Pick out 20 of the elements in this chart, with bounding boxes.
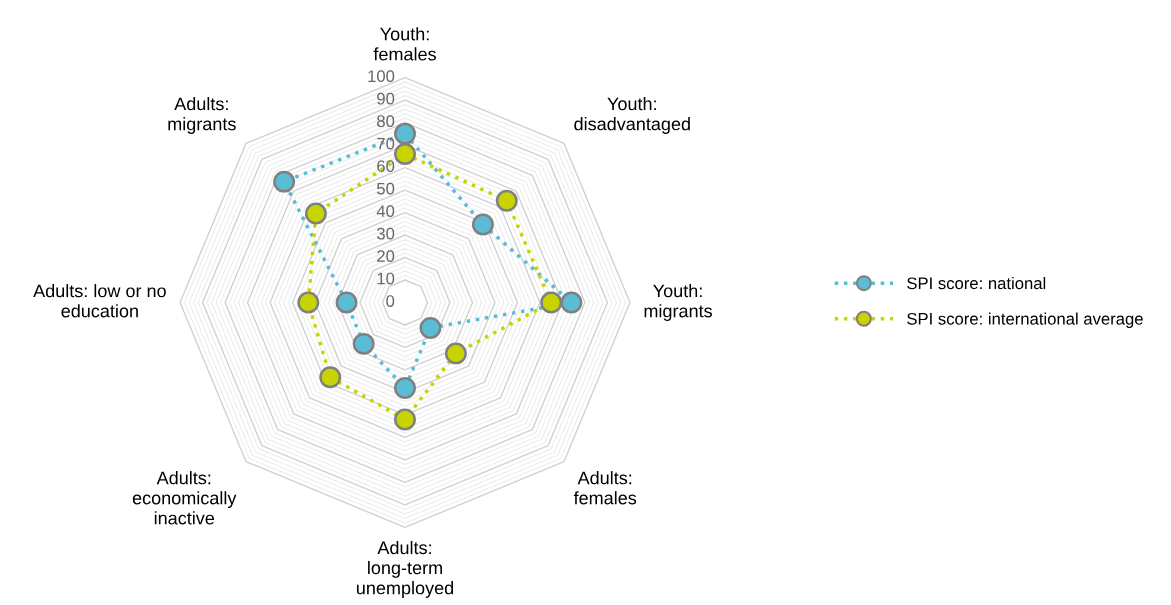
- y-tick-label: 0: [386, 295, 395, 307]
- y-tick-label: 40: [376, 205, 395, 218]
- y-tick-label: 70: [377, 137, 395, 150]
- legend-label: SPI score: international average: [907, 312, 1143, 329]
- y-tick-label: 100: [368, 70, 395, 83]
- spoke-label: Adults: economically inactive: [132, 471, 237, 525]
- y-tick-label: 30: [376, 227, 395, 240]
- spoke-label: Youth: disadvantaged: [574, 96, 690, 134]
- spoke-label: Adults: low or no education: [33, 284, 166, 318]
- y-tick-label: 80: [377, 115, 395, 128]
- y-tick-label: 20: [377, 250, 395, 262]
- spoke-label: Adults: females: [573, 471, 637, 505]
- spoke-label: Youth: migrants: [644, 284, 712, 321]
- spoke-label: Adults: migrants: [168, 96, 236, 134]
- y-tick-label: 90: [377, 92, 395, 105]
- y-tick-label: 10: [377, 272, 395, 285]
- spoke-label: Adults: long-term unemployed: [356, 540, 454, 598]
- legend-label: SPI score: national: [907, 276, 1046, 290]
- y-tick-label: 50: [377, 182, 395, 195]
- spoke-label: Youth: females: [373, 27, 436, 61]
